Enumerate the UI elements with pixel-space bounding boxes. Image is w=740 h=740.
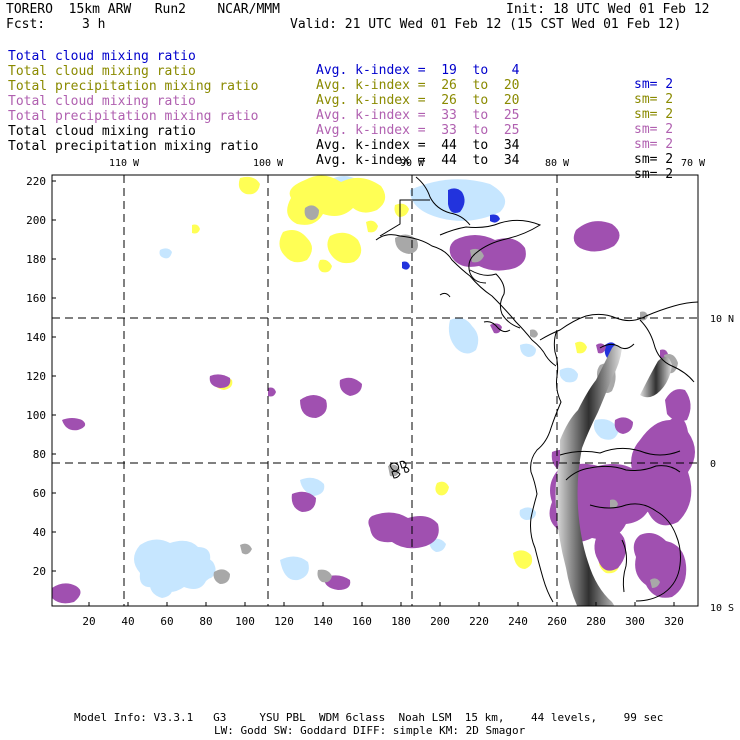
legend-field: Total cloud mixing ratio xyxy=(8,64,196,79)
legend-smoothing: sm= 2 xyxy=(634,137,674,152)
andes-cloud-band xyxy=(555,345,672,606)
grid-x-label: 240 xyxy=(508,615,528,628)
legend-field: Total cloud mixing ratio xyxy=(8,94,196,109)
grid-y-label: 220 xyxy=(26,175,46,188)
grid-x-label: 80 xyxy=(199,615,212,628)
right-latitude-labels: 10 N 0 10 S xyxy=(710,314,734,614)
grid-y-label: 20 xyxy=(33,565,46,578)
grid-x-label: 200 xyxy=(430,615,450,628)
legend-row: Total precipitation mixing ratio Avg. k-… xyxy=(8,126,673,196)
grid-x-label: 280 xyxy=(586,615,606,628)
valid-time: Valid: 21 UTC Wed 01 Feb 12 (15 CST Wed … xyxy=(290,17,682,32)
lat-label: 10 N xyxy=(710,314,734,325)
grid-x-label: 220 xyxy=(469,615,489,628)
legend-row: Total cloud mixing ratio Avg. k-index = … xyxy=(8,111,673,181)
legend-row: Total precipitation mixing ratio Avg. k-… xyxy=(8,96,673,166)
grid-y-label: 60 xyxy=(33,487,46,500)
legend-kindex: Avg. k-index = 44 to 34 xyxy=(316,153,520,168)
galapagos-islands xyxy=(389,460,410,479)
model-title: TORERO 15km ARW Run2 NCAR/MMM xyxy=(6,2,280,17)
bottom-grid-labels: 20 40 60 80 100 120 140 160 180 200 220 240 260 280 30… xyxy=(82,615,684,628)
grid-x-label: 160 xyxy=(352,615,372,628)
lon-label: 110 W xyxy=(109,158,140,169)
grid-x-label: 180 xyxy=(391,615,411,628)
model-info: Model Info: V3.3.1 G3 YSU PBL WDM 6class… xyxy=(74,711,664,724)
init-time: Init: 18 UTC Wed 01 Feb 12 xyxy=(506,2,710,17)
map-frame xyxy=(51,174,699,607)
legend-field: Total precipitation mixing ratio xyxy=(8,79,259,94)
legend-kindex: Avg. k-index = 33 to 25 xyxy=(316,123,520,138)
light-blue-cloud-areas xyxy=(134,176,639,598)
legend-field: Total cloud mixing ratio xyxy=(8,124,196,139)
legend-smoothing: sm= 2 xyxy=(634,77,674,92)
legend-field: Total precipitation mixing ratio xyxy=(8,109,259,124)
legend-smoothing: sm= 2 xyxy=(634,92,674,107)
legend-smoothing: sm= 2 xyxy=(634,107,674,122)
grid-x-label: 320 xyxy=(664,615,684,628)
grid-x-label: 260 xyxy=(547,615,567,628)
lat-label: 10 S xyxy=(710,603,734,614)
legend-field: Total precipitation mixing ratio xyxy=(8,139,259,154)
grid-y-label: 180 xyxy=(26,253,46,266)
lat-label: 0 xyxy=(710,459,716,470)
legend-row: Total cloud mixing ratio Avg. k-index = … xyxy=(8,36,673,106)
grid-x-label: 60 xyxy=(160,615,173,628)
legend-kindex: Avg. k-index = 26 to 20 xyxy=(316,93,520,108)
legend-row: Total precipitation mixing ratio Avg. k-… xyxy=(8,66,673,136)
legend-field: Total cloud mixing ratio xyxy=(8,49,196,64)
lon-label: 100 W xyxy=(253,158,284,169)
lon-label: 80 W xyxy=(545,158,570,169)
top-longitude-labels: 110 W 100 W 90 W 80 W 70 W xyxy=(109,158,706,169)
grid-y-label: 120 xyxy=(26,370,46,383)
forecast-hour: 3 h xyxy=(82,17,106,32)
legend-row: Total cloud mixing ratio Avg. k-index = … xyxy=(8,51,673,121)
legend-smoothing: sm= 2 xyxy=(634,122,674,137)
grid-x-label: 300 xyxy=(625,615,645,628)
coastlines xyxy=(375,176,698,603)
lon-label: 70 W xyxy=(681,158,706,169)
grid-y-label: 40 xyxy=(33,526,46,539)
tick-marks xyxy=(52,180,675,606)
grid-y-label: 100 xyxy=(26,409,46,422)
legend-smoothing: sm= 2 xyxy=(634,152,674,167)
grid-y-label: 140 xyxy=(26,331,46,344)
legend-kindex: Avg. k-index = 19 to 4 xyxy=(316,63,520,78)
physics-info: LW: Godd SW: Goddard DIFF: simple KM: 2D… xyxy=(214,724,526,737)
grid-x-label: 20 xyxy=(82,615,95,628)
grid-x-label: 100 xyxy=(235,615,255,628)
grid-y-label: 200 xyxy=(26,214,46,227)
grid-x-label: 140 xyxy=(313,615,333,628)
grid-y-label: 80 xyxy=(33,448,46,461)
purple-precip-areas xyxy=(52,221,695,604)
grid-x-label: 40 xyxy=(121,615,134,628)
grid-y-label: 160 xyxy=(26,292,46,305)
lon-label: 90 W xyxy=(400,158,425,169)
forecast-label: Fcst: xyxy=(6,17,46,32)
grid-x-label: 120 xyxy=(274,615,294,628)
legend-kindex: Avg. k-index = 44 to 34 xyxy=(316,138,520,153)
legend-kindex: Avg. k-index = 33 to 25 xyxy=(316,108,520,123)
left-grid-labels: 220 200 180 160 140 120 100 80 60 40 20 xyxy=(26,175,46,578)
legend-kindex: Avg. k-index = 26 to 20 xyxy=(316,78,520,93)
legend-row: Total cloud mixing ratio Avg. k-index = … xyxy=(8,81,673,151)
